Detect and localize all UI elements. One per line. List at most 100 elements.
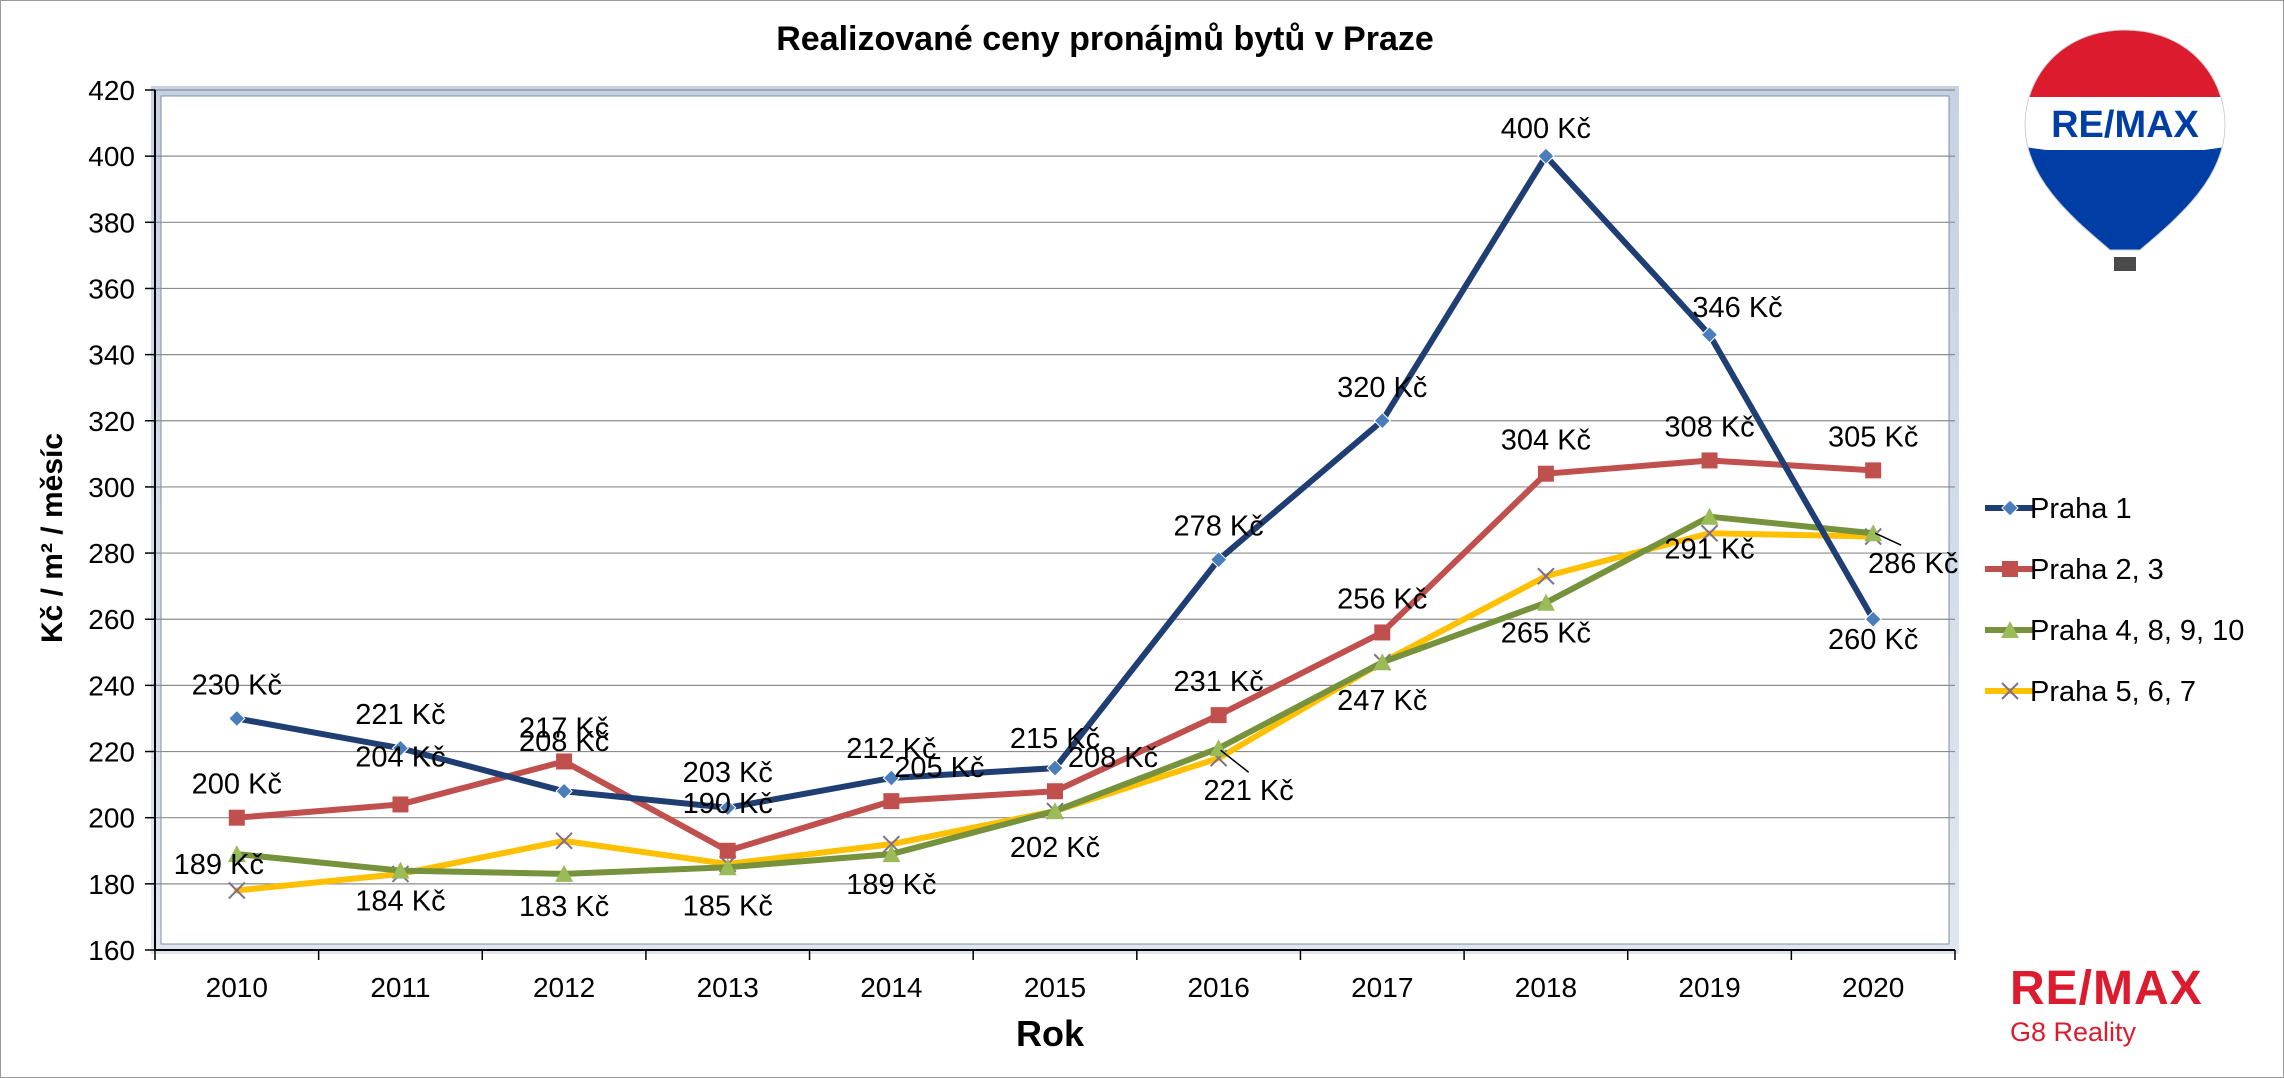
- x-tick-label: 2020: [1842, 972, 1904, 1003]
- series-3-point: [555, 864, 574, 882]
- series-1-point: [1209, 550, 1228, 569]
- x-tick-label: 2014: [860, 972, 922, 1003]
- legend-label: Praha 1: [2030, 493, 2132, 525]
- series-4-point: [555, 832, 573, 850]
- data-label: 320 Kč: [1337, 372, 1427, 404]
- series-4-point: [882, 835, 901, 853]
- data-label: 305 Kč: [1828, 421, 1918, 453]
- legend-label: Praha 2, 3: [2030, 554, 2164, 586]
- data-label: 346 Kč: [1692, 292, 1782, 324]
- y-tick-label: 200: [88, 803, 135, 834]
- series-3-point: [882, 845, 901, 863]
- data-label: 215 Kč: [1010, 723, 1100, 755]
- legend-marker: [2001, 499, 2019, 517]
- chart-title: Realizované ceny pronájmů bytů v Praze: [776, 20, 1434, 58]
- data-label: 217 Kč: [519, 712, 609, 744]
- x-tick-label: 2013: [697, 972, 759, 1003]
- x-tick-label: 2015: [1024, 972, 1086, 1003]
- y-tick-label: 280: [88, 538, 135, 569]
- data-label: 184 Kč: [355, 886, 445, 918]
- balloon-blue-band: [2025, 150, 2225, 250]
- series-2-point: [1537, 465, 1554, 482]
- data-label: 291 Kč: [1664, 534, 1754, 566]
- legend-marker: [2001, 621, 2019, 638]
- series-3-point: [227, 845, 246, 863]
- series-1-point: [1700, 326, 1719, 344]
- series-1-point: [882, 769, 901, 787]
- x-tick-label: 2018: [1515, 972, 1577, 1003]
- series-1-point: [391, 739, 410, 757]
- data-label: 304 Kč: [1501, 425, 1591, 457]
- data-label: 221 Kč: [355, 699, 445, 731]
- series-4-point: [1700, 524, 1719, 542]
- x-tick-label: 2011: [370, 972, 430, 1003]
- data-label: 190 Kč: [683, 788, 773, 820]
- data-label: 278 Kč: [1173, 511, 1263, 543]
- series-2-point: [1210, 707, 1227, 724]
- series-3-point: [1700, 507, 1719, 525]
- data-label: 189 Kč: [846, 869, 936, 901]
- legend-label: Praha 5, 6, 7: [2030, 676, 2196, 708]
- data-label: 256 Kč: [1337, 583, 1427, 615]
- data-label: 265 Kč: [1501, 618, 1591, 650]
- data-label: 208 Kč: [1068, 742, 1158, 774]
- data-label: 230 Kč: [192, 669, 282, 701]
- data-label: 400 Kč: [1501, 113, 1591, 145]
- legend-marker: [2001, 682, 2019, 700]
- x-axis-title: Rok: [1016, 1013, 1085, 1054]
- y-tick-label: 160: [88, 935, 135, 966]
- y-tick-label: 380: [88, 207, 135, 238]
- series-1-point: [1864, 610, 1882, 628]
- data-label: 183 Kč: [519, 891, 609, 923]
- series-3-point: [718, 858, 737, 876]
- series-3-point: [1373, 653, 1392, 671]
- y-tick-label: 400: [88, 141, 135, 172]
- series-2-point: [883, 793, 900, 810]
- series-3-point: [391, 861, 410, 879]
- balloon-red-band: [2025, 30, 2225, 97]
- series-1-point: [555, 782, 573, 800]
- series-2-point: [719, 842, 736, 859]
- x-tick-label: 2019: [1678, 972, 1740, 1003]
- y-tick-label: 180: [88, 869, 135, 900]
- x-tick-label: 2017: [1351, 972, 1413, 1003]
- remax-g8-logo: RE/MAX G8 Reality: [2010, 965, 2250, 1048]
- series-2-point: [556, 753, 573, 770]
- series-3-point: [1864, 524, 1883, 542]
- data-label: 185 Kč: [683, 890, 773, 922]
- series-2-point: [228, 809, 245, 826]
- series-2-point: [1865, 462, 1882, 479]
- data-label: 189 Kč: [174, 849, 264, 881]
- series-3-point: [1536, 593, 1555, 611]
- series-2-point: [1701, 452, 1718, 469]
- series-3-point: [1046, 802, 1064, 820]
- y-tick-label: 300: [88, 472, 135, 503]
- data-label: 203 Kč: [683, 757, 773, 789]
- series-1-point: [1046, 759, 1064, 777]
- y-tick-label: 320: [88, 406, 135, 437]
- data-label: 247 Kč: [1337, 685, 1427, 717]
- series-1-point: [719, 799, 737, 817]
- data-label: 308 Kč: [1664, 411, 1754, 443]
- y-tick-label: 240: [88, 670, 135, 701]
- x-tick-label: 2012: [533, 972, 595, 1003]
- y-tick-label: 340: [88, 340, 135, 371]
- data-label: 202 Kč: [1010, 832, 1100, 864]
- y-tick-label: 420: [88, 75, 135, 106]
- series-1-point: [1373, 412, 1391, 430]
- legend-label: Praha 4, 8, 9, 10: [2030, 615, 2244, 647]
- series-2-point: [392, 796, 409, 813]
- balloon-basket: [2114, 257, 2136, 271]
- data-label: 204 Kč: [355, 741, 445, 773]
- data-label: 205 Kč: [894, 752, 984, 784]
- remax-balloon-logo: RE/MAX: [2015, 25, 2235, 275]
- brand-subtitle: G8 Reality: [2010, 1017, 2137, 1047]
- series-1-point: [228, 709, 246, 728]
- leader-line: [1874, 532, 1902, 546]
- legend-marker: [2002, 561, 2018, 577]
- x-tick-label: 2016: [1187, 972, 1249, 1003]
- data-label: 260 Kč: [1828, 624, 1918, 656]
- data-label: 208 Kč: [519, 726, 609, 758]
- x-tick-label: 2010: [206, 972, 268, 1003]
